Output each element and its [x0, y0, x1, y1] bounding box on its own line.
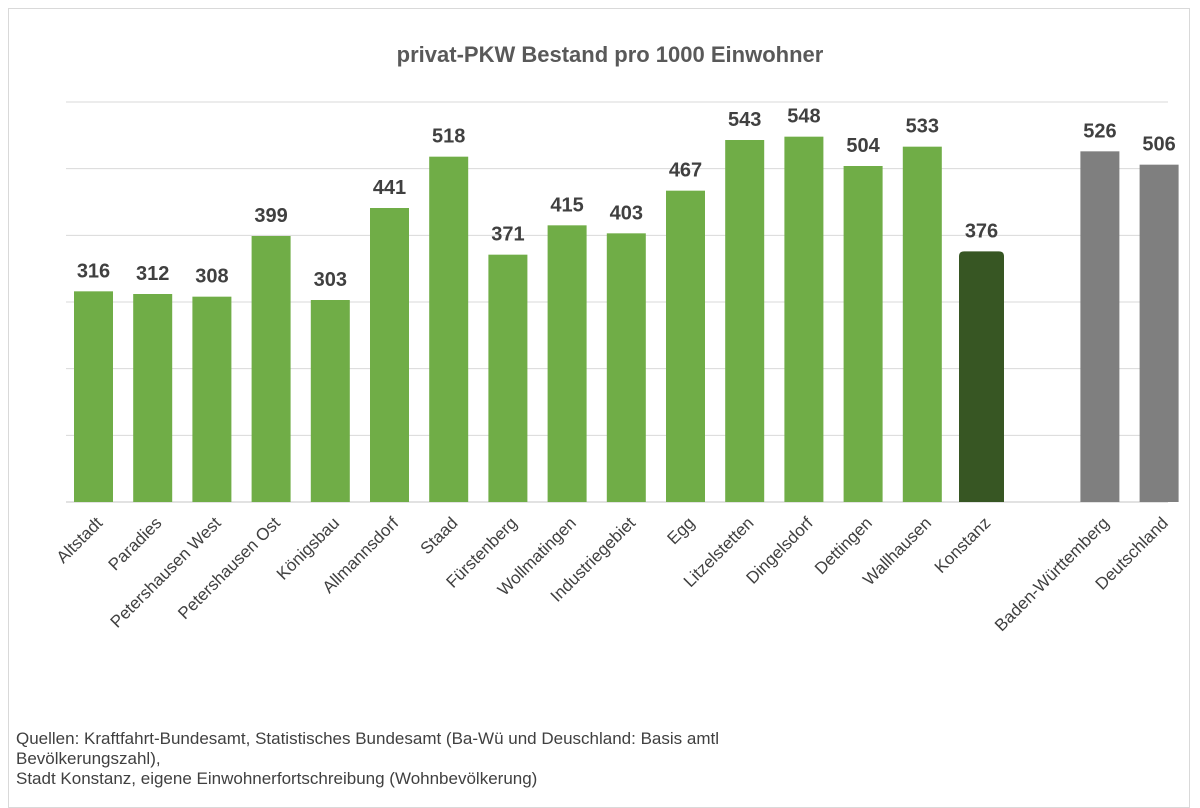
value-label: 548 [787, 106, 820, 128]
value-label: 504 [846, 135, 880, 157]
source-line-3: Stadt Konstanz, eigene Einwohnerfortschr… [16, 769, 538, 788]
value-label: 316 [77, 260, 110, 282]
value-label: 526 [1083, 120, 1116, 142]
value-label: 518 [432, 126, 465, 148]
bar-königsbau [310, 300, 350, 502]
value-label: 308 [195, 266, 228, 288]
value-label: 543 [728, 109, 761, 131]
source-line-1: Quellen: Kraftfahrt-Bundesamt, Statistis… [16, 729, 719, 748]
value-label: 371 [491, 224, 524, 246]
value-label: 415 [550, 194, 583, 216]
bar-wallhausen [902, 146, 942, 502]
bar-paradies [133, 294, 173, 502]
bar-deutschland [1139, 164, 1179, 502]
value-label: 467 [669, 160, 702, 182]
bar-egg [666, 190, 705, 502]
category-label: Paradies [105, 513, 166, 574]
bar-konstanz [959, 251, 1004, 502]
source-line-2: Bevölkerungszahl), [16, 749, 161, 768]
value-label: 506 [1142, 134, 1175, 156]
chart-title: privat-PKW Bestand pro 1000 Einwohner [397, 42, 824, 67]
bar-fürstenberg [488, 254, 528, 502]
bar-dingelsdorf [784, 136, 824, 502]
bar-allmannsdorf [370, 208, 409, 502]
bar-chart: privat-PKW Bestand pro 1000 Einwohner 31… [53, 42, 1179, 635]
category-label: Petershausen West [107, 513, 225, 631]
value-label: 399 [254, 205, 287, 227]
value-labels: 316 312 308 399 303 441 518 371 415 403 467 543 548 5… [77, 106, 1176, 291]
source-note: Quellen: Kraftfahrt-Bundesamt, Statistis… [16, 729, 836, 789]
value-label: 312 [136, 263, 169, 285]
bar-petershausen-west [192, 296, 232, 502]
value-label: 441 [373, 177, 406, 199]
category-label: Staad [417, 513, 462, 558]
category-label: Egg [664, 513, 699, 548]
category-label: Baden-Württemberg [991, 513, 1113, 635]
value-label: 403 [610, 202, 643, 224]
bar-litzelstetten [725, 140, 765, 502]
bar-altstadt [74, 291, 113, 502]
category-label: Konstanz [931, 513, 995, 577]
bar-dettingen [843, 166, 883, 502]
bar-staad [429, 156, 469, 502]
value-label: 376 [965, 220, 998, 242]
value-label: 533 [906, 116, 939, 138]
category-label: Petershausen Ost [174, 513, 284, 623]
bar-wollmatingen [547, 225, 587, 503]
value-label: 303 [314, 269, 347, 291]
bar-industriegebiet [606, 233, 646, 503]
category-label: Altstadt [53, 513, 107, 567]
bar-petershausen-ost [251, 236, 291, 502]
bars [74, 136, 1179, 503]
bar-baden-württemberg [1080, 151, 1120, 503]
